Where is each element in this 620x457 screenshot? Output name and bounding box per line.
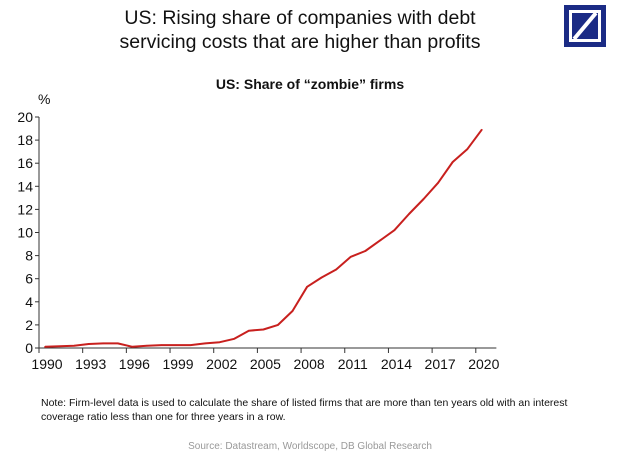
- y-tick-label: 0: [25, 340, 33, 356]
- chart-note: Note: Firm-level data is used to calcula…: [41, 397, 568, 423]
- y-tick-label: 20: [17, 109, 33, 125]
- headline-line-2: servicing costs that are higher than pro…: [119, 31, 481, 53]
- headline-line-1: US: Rising share of companies with debt: [124, 7, 476, 29]
- data-point: [87, 343, 90, 345]
- data-point: [277, 324, 279, 326]
- x-tick-label: 1990: [31, 356, 62, 372]
- y-tick-label: 18: [17, 132, 33, 148]
- x-tick-label: 1996: [119, 356, 150, 372]
- data-point: [408, 213, 410, 215]
- data-point: [422, 198, 425, 200]
- data-point: [320, 276, 323, 279]
- data-point: [349, 255, 352, 258]
- y-tick-label: 14: [17, 178, 33, 194]
- y-tick-label: 8: [25, 248, 33, 264]
- y-tick-label: 16: [17, 155, 33, 171]
- data-point: [58, 345, 61, 348]
- x-tick-label: 2014: [381, 356, 412, 372]
- data-point: [175, 344, 177, 346]
- deutsche-bank-logo: [564, 5, 606, 47]
- data-point: [451, 161, 454, 163]
- y-tick-label: 10: [17, 225, 33, 241]
- data-point: [204, 342, 206, 345]
- data-point: [481, 128, 483, 131]
- data-point: [233, 337, 236, 340]
- x-tick-label: 2011: [338, 356, 368, 372]
- data-point: [248, 329, 250, 332]
- data-point: [379, 239, 381, 242]
- data-point: [364, 250, 367, 252]
- data-point: [102, 342, 105, 345]
- x-tick-label: 2005: [250, 356, 281, 372]
- y-tick-label: 6: [25, 271, 33, 287]
- data-point: [291, 310, 294, 312]
- data-point: [73, 344, 75, 347]
- data-point: [160, 344, 163, 346]
- data-point: [437, 182, 439, 184]
- data-point: [218, 341, 221, 344]
- data-point: [189, 344, 192, 346]
- chart-source: Source: Datastream, Worldscope, DB Globa…: [188, 441, 432, 452]
- data-point: [306, 285, 308, 288]
- y-tick-label: 12: [17, 201, 33, 217]
- data-point: [262, 328, 265, 331]
- x-tick-label: 2008: [294, 356, 325, 372]
- data-point: [44, 346, 46, 348]
- x-tick-label: 2002: [206, 356, 237, 372]
- x-tick-label: 2017: [425, 356, 456, 372]
- data-point: [131, 346, 134, 348]
- data-point: [117, 342, 119, 345]
- data-point: [466, 148, 469, 151]
- data-point: [146, 344, 148, 347]
- x-tick-label: 1993: [75, 356, 106, 372]
- y-axis-label: %: [38, 91, 50, 107]
- data-point: [393, 229, 396, 231]
- headline: US: Rising share of companies with debt …: [40, 6, 560, 54]
- chart-title: US: Share of “zombie” firms: [215, 76, 405, 92]
- data-line: [44, 129, 483, 348]
- data-point: [335, 268, 338, 271]
- x-tick-label: 1999: [162, 356, 193, 372]
- y-tick-label: 2: [25, 317, 33, 333]
- y-tick-label: 4: [25, 294, 33, 310]
- x-tick-label: 2020: [468, 356, 499, 372]
